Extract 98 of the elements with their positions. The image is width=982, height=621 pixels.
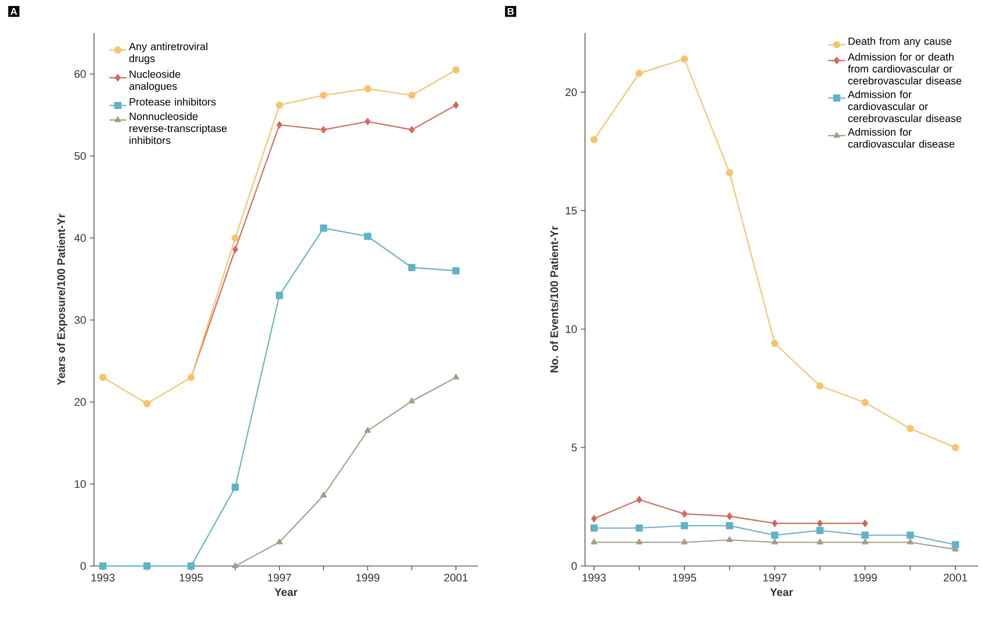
point bbox=[726, 512, 732, 520]
point bbox=[590, 524, 598, 532]
point bbox=[952, 541, 960, 548]
point bbox=[452, 267, 460, 274]
y-tick-label: 10 bbox=[566, 325, 577, 333]
y-tick-label: 40 bbox=[74, 234, 86, 242]
x-tick-label: 1999 bbox=[854, 574, 877, 582]
point bbox=[772, 538, 778, 544]
point bbox=[320, 224, 328, 232]
point bbox=[320, 92, 328, 99]
point bbox=[816, 526, 824, 534]
point bbox=[636, 538, 642, 544]
legend-label: Protease inhibitors bbox=[130, 98, 216, 106]
point bbox=[636, 524, 643, 532]
x-tick-label: 2001 bbox=[944, 574, 968, 582]
legend-label: Any antiretroviral drugs bbox=[128, 42, 208, 64]
x-tick-label: 2001 bbox=[444, 574, 468, 582]
point bbox=[591, 515, 597, 522]
legend-label: Admission for or death from cardiovascular or cerebrovascular disease bbox=[848, 52, 962, 84]
point bbox=[188, 562, 195, 570]
point bbox=[726, 536, 733, 542]
point bbox=[99, 374, 106, 381]
point bbox=[682, 510, 688, 518]
point bbox=[907, 538, 914, 544]
x-axis-title: Year bbox=[770, 588, 793, 596]
point bbox=[408, 398, 415, 404]
y-tick-label: 5 bbox=[572, 444, 577, 452]
x-tick-label: 1997 bbox=[268, 574, 292, 582]
point bbox=[726, 522, 734, 530]
point bbox=[906, 425, 914, 432]
point bbox=[726, 169, 734, 176]
point bbox=[636, 70, 643, 77]
legend-label: Death from any cause bbox=[848, 37, 952, 47]
point bbox=[952, 444, 960, 452]
point bbox=[681, 538, 688, 544]
point bbox=[276, 292, 283, 299]
point bbox=[771, 340, 778, 347]
y-tick-label: 50 bbox=[74, 152, 86, 160]
legend-label: Nucleoside analogues bbox=[129, 70, 180, 92]
x-tick-label: 1997 bbox=[763, 574, 786, 582]
text: B bbox=[508, 8, 514, 15]
x-tick-label: 1999 bbox=[356, 574, 380, 582]
x-tick-label: 1993 bbox=[91, 574, 115, 582]
point bbox=[452, 66, 460, 74]
point bbox=[99, 562, 106, 570]
point bbox=[906, 532, 914, 539]
point bbox=[232, 562, 238, 568]
point bbox=[452, 374, 460, 380]
point bbox=[772, 520, 778, 527]
point bbox=[817, 520, 823, 527]
point bbox=[364, 232, 372, 240]
point bbox=[861, 532, 869, 539]
point bbox=[364, 427, 371, 433]
y-tick-label: 15 bbox=[566, 206, 577, 214]
point bbox=[862, 538, 868, 544]
y-tick-label: 60 bbox=[74, 70, 86, 78]
point bbox=[816, 382, 824, 390]
x-tick-label: 1995 bbox=[180, 574, 203, 582]
point bbox=[232, 484, 239, 491]
point bbox=[636, 496, 642, 504]
y-tick-label: 20 bbox=[566, 88, 577, 96]
point bbox=[771, 532, 778, 539]
point bbox=[590, 136, 598, 144]
y-tick-label: 0 bbox=[80, 562, 86, 570]
point bbox=[320, 126, 326, 134]
point bbox=[453, 102, 459, 109]
point bbox=[276, 102, 283, 109]
legend-label: Admission for cardiovascular or cerebrovascular disease bbox=[848, 90, 962, 122]
y-tick-label: 0 bbox=[572, 562, 577, 570]
point bbox=[408, 92, 416, 99]
point bbox=[680, 522, 688, 530]
x-tick-label: 1995 bbox=[673, 574, 696, 582]
x-axis-title: Year bbox=[274, 588, 298, 596]
point bbox=[320, 492, 327, 498]
point bbox=[816, 538, 824, 544]
y-axis-title: No. of Events/100 Patient-Yr bbox=[550, 226, 558, 372]
y-tick-label: 10 bbox=[74, 480, 86, 488]
legend-label: Nonnucleoside reverse-transcriptase inhibitors bbox=[130, 112, 227, 144]
point bbox=[232, 234, 239, 242]
point bbox=[408, 264, 416, 272]
x-tick-label: 1993 bbox=[582, 574, 606, 582]
point bbox=[590, 538, 598, 544]
y-tick-label: 30 bbox=[74, 316, 86, 324]
point bbox=[143, 400, 151, 408]
y-axis-title: Years of Exposure/100 Patient-Yr bbox=[56, 214, 68, 386]
point bbox=[276, 538, 283, 544]
point bbox=[680, 55, 688, 63]
point bbox=[276, 121, 282, 128]
point bbox=[232, 246, 238, 254]
y-tick-label: 20 bbox=[74, 398, 86, 406]
legend-label: Admission for cardiovascular disease bbox=[848, 128, 954, 148]
point bbox=[364, 118, 370, 126]
point bbox=[862, 520, 868, 527]
point bbox=[364, 85, 372, 92]
point bbox=[143, 562, 151, 570]
point bbox=[861, 398, 869, 406]
text: A bbox=[10, 8, 18, 15]
point bbox=[408, 126, 415, 134]
